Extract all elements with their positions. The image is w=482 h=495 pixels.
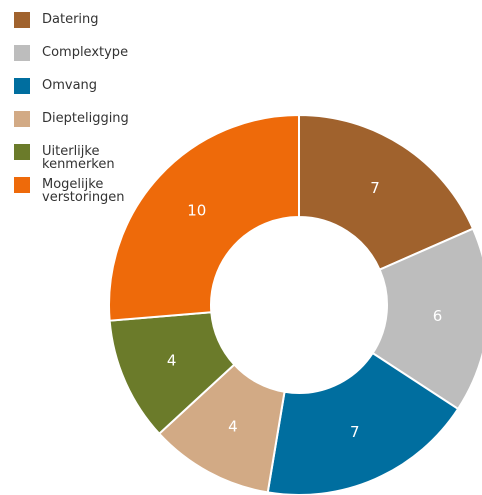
legend-swatch xyxy=(14,45,30,61)
legend-swatch xyxy=(14,177,30,193)
legend-label: Uiterlijke kenmerken xyxy=(42,144,115,172)
legend-label: Diepteligging xyxy=(42,111,129,126)
legend-swatch xyxy=(14,111,30,127)
legend-swatch xyxy=(14,12,30,28)
value-label: 4 xyxy=(167,351,177,369)
legend-item: Mogelijke verstoringen xyxy=(14,177,144,204)
legend-label: Mogelijke verstoringen xyxy=(42,177,125,205)
legend-label: Complextype xyxy=(42,45,129,60)
slice xyxy=(371,227,482,411)
legend-swatch xyxy=(14,78,30,94)
value-label: 7 xyxy=(370,179,380,197)
value-label: 10 xyxy=(187,201,206,219)
value-label: 7 xyxy=(350,423,360,441)
legend-swatch xyxy=(14,144,30,160)
value-label: 6 xyxy=(433,307,443,325)
legend-label: Omvang xyxy=(42,78,98,93)
legend-item: Complextype xyxy=(14,45,144,61)
legend-item: Uiterlijke kenmerken xyxy=(14,144,144,171)
value-label: 4 xyxy=(228,418,238,436)
slice xyxy=(108,113,300,322)
legend-item: Omvang xyxy=(14,78,144,94)
slice xyxy=(266,351,460,495)
legend-label: Datering xyxy=(42,12,99,27)
slice xyxy=(298,113,475,271)
legend-item: Diepteligging xyxy=(14,111,144,127)
legend-item: Datering xyxy=(14,12,144,28)
